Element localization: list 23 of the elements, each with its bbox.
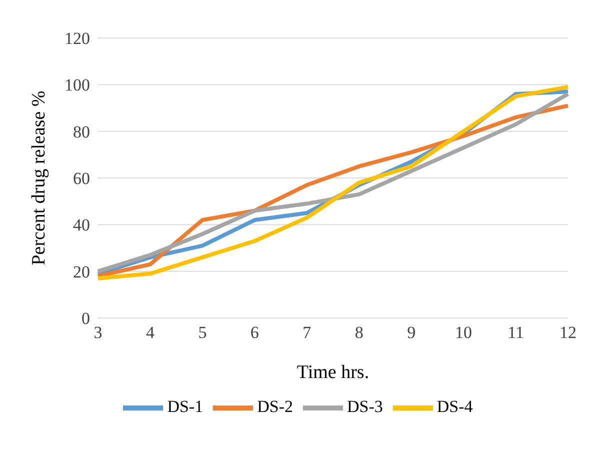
x-tick-label: 8 bbox=[354, 323, 364, 342]
y-tick-label: 100 bbox=[64, 76, 90, 95]
y-tick-label: 20 bbox=[73, 262, 90, 282]
legend-label: DS-1 bbox=[167, 396, 204, 416]
x-tick-label: 11 bbox=[508, 323, 524, 342]
x-tick-label: 6 bbox=[250, 323, 259, 342]
y-tick-label: 120 bbox=[64, 29, 90, 48]
y-axis-title: Percent drug release % bbox=[28, 90, 50, 266]
y-tick-label: 40 bbox=[73, 216, 90, 235]
x-axis-title: Time hrs. bbox=[296, 362, 370, 383]
x-tick-label: 4 bbox=[146, 323, 155, 342]
legend-label: DS-4 bbox=[436, 396, 473, 416]
y-tick-label: 80 bbox=[73, 122, 90, 142]
y-tick-label: 0 bbox=[82, 309, 90, 328]
legend-label: DS-3 bbox=[347, 396, 383, 416]
legend-label: DS-2 bbox=[257, 396, 293, 416]
x-tick-label: 5 bbox=[198, 323, 207, 342]
x-tick-label: 7 bbox=[302, 323, 312, 342]
x-tick-label: 12 bbox=[560, 323, 576, 342]
x-tick-label: 3 bbox=[94, 323, 102, 342]
x-tick-label: 10 bbox=[455, 323, 472, 342]
x-tick-label: 9 bbox=[407, 323, 416, 342]
y-tick-label: 60 bbox=[73, 169, 90, 188]
